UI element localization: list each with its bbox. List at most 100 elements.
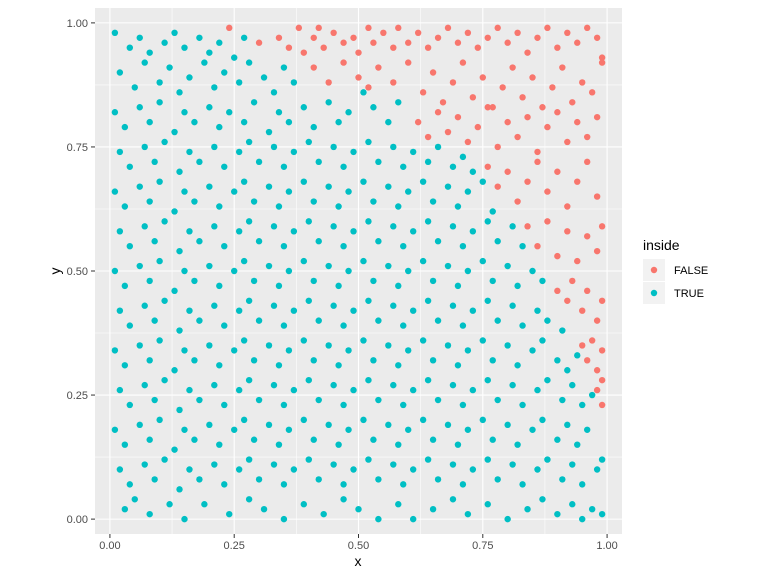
- data-point: [365, 218, 372, 225]
- data-point: [335, 441, 342, 448]
- data-point: [360, 416, 367, 424]
- data-point: [345, 267, 352, 275]
- data-point: [449, 381, 457, 389]
- data-point: [275, 362, 283, 369]
- data-point: [365, 84, 372, 91]
- data-point: [514, 198, 521, 205]
- data-point: [429, 436, 437, 443]
- data-point: [176, 247, 183, 255]
- data-point: [509, 302, 516, 309]
- data-point: [181, 188, 188, 195]
- data-point: [419, 178, 427, 185]
- legend-key-false: [650, 266, 658, 274]
- data-point: [305, 218, 312, 225]
- data-point: [126, 44, 134, 51]
- data-point: [250, 198, 258, 205]
- data-point: [424, 297, 432, 304]
- data-point: [211, 84, 218, 91]
- data-point: [350, 34, 357, 41]
- data-point: [325, 79, 332, 86]
- data-point: [574, 178, 581, 185]
- legend-key-true: [650, 289, 658, 297]
- data-point: [598, 401, 606, 409]
- data-point: [365, 297, 372, 304]
- data-point: [583, 24, 591, 32]
- data-point: [265, 183, 273, 190]
- data-point: [574, 441, 581, 448]
- data-point: [156, 337, 163, 344]
- x-axis-ticks: 0.00 0.25 0.50 0.75 1.00: [99, 534, 618, 552]
- data-point: [419, 89, 427, 96]
- data-point: [290, 79, 298, 86]
- data-point: [240, 118, 248, 126]
- data-point: [444, 262, 452, 270]
- data-point: [588, 337, 596, 344]
- data-point: [325, 99, 332, 106]
- data-point: [539, 337, 546, 344]
- data-point: [593, 367, 601, 374]
- data-point: [390, 302, 397, 309]
- data-point: [484, 456, 491, 463]
- data-point: [395, 24, 402, 32]
- data-point: [598, 376, 606, 384]
- data-point: [240, 337, 248, 344]
- data-point: [255, 476, 263, 483]
- data-point: [221, 163, 228, 170]
- data-point: [126, 401, 134, 409]
- data-point: [310, 34, 317, 41]
- data-point: [290, 228, 298, 235]
- data-point: [126, 322, 134, 329]
- data-point: [464, 267, 472, 275]
- data-point: [240, 34, 248, 41]
- data-point: [300, 178, 308, 185]
- data-point: [429, 69, 437, 76]
- data-point: [370, 357, 377, 364]
- data-point: [275, 109, 283, 116]
- data-point: [489, 436, 496, 443]
- data-point: [121, 282, 129, 290]
- data-point: [156, 99, 163, 106]
- data-point: [255, 158, 263, 166]
- data-point: [300, 257, 308, 265]
- data-point: [579, 401, 586, 409]
- data-point: [186, 386, 193, 394]
- data-point: [315, 396, 322, 404]
- data-point: [206, 49, 213, 56]
- data-point: [345, 426, 352, 433]
- data-point: [196, 317, 203, 324]
- data-point: [305, 138, 312, 146]
- data-point: [469, 168, 477, 175]
- data-point: [235, 148, 243, 156]
- data-point: [375, 64, 382, 71]
- data-point: [598, 223, 606, 230]
- data-point: [161, 39, 168, 46]
- data-point: [121, 123, 129, 131]
- data-point: [221, 322, 228, 329]
- data-point: [429, 357, 437, 364]
- data-point: [444, 24, 452, 32]
- data-point: [216, 203, 223, 210]
- data-point: [479, 178, 486, 185]
- data-point: [161, 297, 168, 304]
- data-point: [385, 342, 392, 349]
- data-point: [519, 322, 526, 329]
- data-point: [385, 183, 392, 190]
- data-point: [569, 99, 576, 106]
- data-point: [579, 307, 586, 314]
- data-point: [534, 158, 541, 166]
- data-point: [424, 158, 432, 166]
- data-point: [579, 342, 586, 349]
- data-point: [146, 277, 153, 285]
- data-point: [290, 386, 298, 394]
- data-point: [360, 257, 367, 265]
- data-point: [554, 436, 561, 443]
- data-point: [111, 426, 119, 433]
- data-point: [593, 34, 601, 41]
- data-point: [211, 223, 218, 230]
- data-point: [285, 188, 293, 195]
- data-point: [593, 113, 601, 121]
- data-point: [191, 436, 198, 443]
- data-point: [345, 188, 352, 195]
- data-point: [405, 39, 412, 46]
- data-point: [583, 233, 591, 240]
